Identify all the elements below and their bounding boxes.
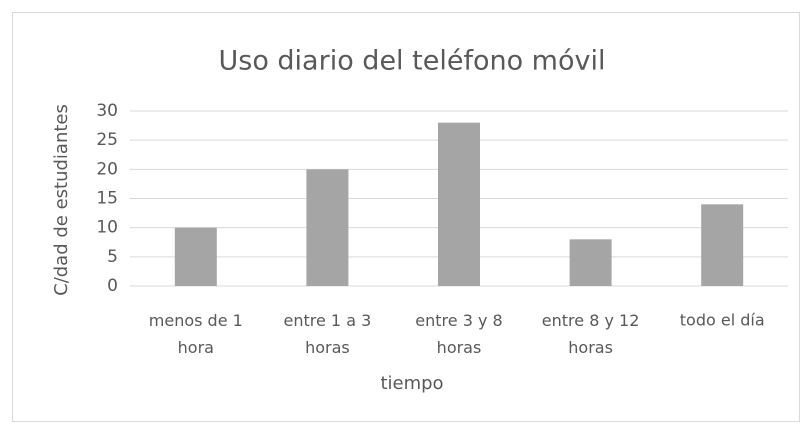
x-tick-label: entre 8 y 12 horas [542,311,640,357]
bar [438,122,480,287]
x-tick-label: entre 3 y 8 horas [415,311,502,357]
bar [569,239,612,286]
y-axis-title: C/dad de estudiantes [51,104,72,296]
x-tick-label: menos de 1 hora [149,311,243,357]
y-tick-label: 10 [96,218,118,238]
bar [701,204,744,286]
x-tick-label: entre 1 a 3 horas [284,311,372,357]
x-axis-title: tiempo [380,373,443,394]
y-tick-label: 25 [96,130,118,150]
x-tick-label: todo el día [680,311,765,330]
bar [174,227,217,286]
bar [306,169,349,286]
y-tick-label: 20 [96,159,118,179]
y-tick-label: 30 [96,101,118,121]
chart-frame [12,12,800,422]
y-tick-label: 0 [107,276,118,296]
y-tick-label: 15 [96,189,118,209]
chart-title: Uso diario del teléfono móvil [218,46,605,77]
y-tick-label: 5 [107,247,118,267]
